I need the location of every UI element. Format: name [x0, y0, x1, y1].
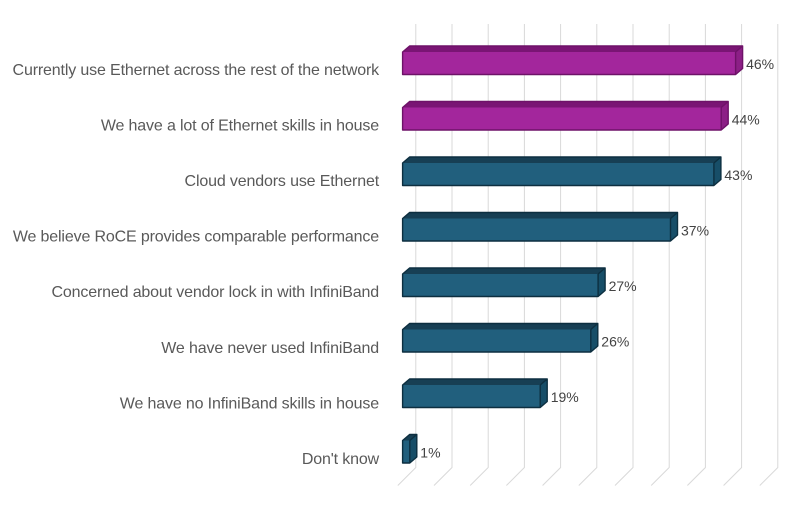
- svg-text:Cloud vendors use Ethernet: Cloud vendors use Ethernet: [185, 173, 380, 190]
- svg-text:26%: 26%: [601, 333, 629, 349]
- svg-text:27%: 27%: [609, 278, 637, 294]
- svg-text:Concerned about vendor lock in: Concerned about vendor lock in with Infi…: [51, 284, 379, 301]
- svg-text:44%: 44%: [732, 111, 760, 127]
- svg-text:43%: 43%: [724, 167, 752, 183]
- svg-text:1%: 1%: [420, 444, 440, 460]
- svg-text:We have a lot of Ethernet skil: We have a lot of Ethernet skills in hous…: [101, 117, 379, 134]
- svg-text:Don't know: Don't know: [302, 451, 380, 468]
- svg-text:Currently use Ethernet across: Currently use Ethernet across the rest o…: [13, 62, 381, 79]
- svg-text:37%: 37%: [681, 222, 709, 238]
- svg-text:46%: 46%: [746, 56, 774, 72]
- svg-text:We have never used InfiniBand: We have never used InfiniBand: [161, 340, 379, 357]
- svg-text:19%: 19%: [551, 389, 579, 405]
- svg-text:We have no InfiniBand skills i: We have no InfiniBand skills in house: [120, 395, 379, 412]
- svg-text:We believe RoCE provides compa: We believe RoCE provides comparable perf…: [13, 229, 379, 246]
